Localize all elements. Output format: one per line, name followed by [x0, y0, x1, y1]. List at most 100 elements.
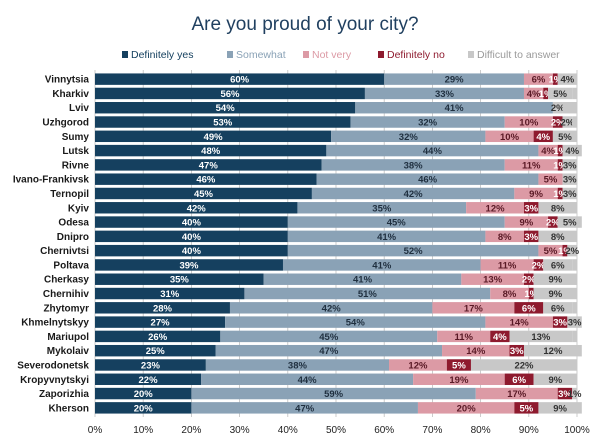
data-label: 3%: [524, 203, 538, 214]
category-label-severodonetsk: Severodonetsk: [17, 360, 89, 371]
bar-chernivtsi-somewhat: [287, 244, 539, 257]
category-label-kharkiv: Kharkiv: [52, 89, 89, 100]
legend-swatch-definitely-yes: [122, 51, 128, 58]
bar-mykolaiv-definitely-no: [509, 344, 524, 357]
data-label: 44%: [423, 146, 443, 157]
category-label-kherson: Kherson: [48, 403, 89, 414]
bar-vinnytsia-definitely-no: [552, 73, 558, 85]
bar-mariupol-definitely-no: [490, 330, 510, 343]
bar-zaporizhia-definitely-no: [557, 387, 573, 400]
data-label: 41%: [377, 232, 397, 243]
data-label: 49%: [204, 132, 224, 143]
legend-label-definitely-no: Definitely no: [387, 49, 445, 61]
bar-kyiv-not-very: [466, 202, 524, 214]
category-label-chernihiv: Chernihiv: [43, 289, 90, 300]
bar-mykolaiv-somewhat: [215, 344, 443, 357]
data-label: 5%: [563, 218, 577, 229]
data-label: 5%: [544, 175, 558, 186]
data-label: 14%: [510, 318, 530, 329]
data-label: 5%: [452, 360, 466, 371]
bar-sumy-difficult-to-answer: [552, 130, 577, 143]
bar-poltava-somewhat: [282, 259, 481, 271]
data-label: 44%: [298, 375, 318, 386]
bar-kyiv-somewhat: [297, 202, 467, 214]
bar-vinnytsia-difficult-to-answer: [557, 73, 577, 85]
bar-cherkasy-difficult-to-answer: [533, 273, 577, 285]
bar-ternopil-difficult-to-answer: [562, 187, 577, 200]
bar-mykolaiv-not-very: [442, 344, 510, 357]
data-label: 9%: [553, 403, 567, 414]
bar-sumy-definitely-yes: [95, 130, 332, 143]
category-label-dnipro: Dnipro: [57, 232, 89, 243]
bar-ivano-frankivsk-difficult-to-answer: [562, 173, 577, 185]
bar-zhytomyr-definitely-yes: [95, 302, 230, 314]
data-label: 9%: [520, 218, 534, 229]
bar-kropyvnytskyi-somewhat: [201, 373, 414, 385]
bar-odesa-difficult-to-answer: [557, 216, 582, 228]
bar-vinnytsia-definitely-yes: [95, 73, 385, 85]
data-label: 1%: [558, 246, 572, 257]
data-label: 47%: [319, 346, 339, 357]
bar-dnipro-somewhat: [287, 230, 486, 243]
legend-label-not-very: Not very: [312, 49, 352, 61]
data-label: 46%: [196, 175, 216, 186]
bar-chernihiv-difficult-to-answer: [533, 287, 577, 300]
data-label: 14%: [466, 346, 486, 357]
data-label: 6%: [512, 375, 526, 386]
data-label: 35%: [372, 203, 392, 214]
category-label-zhytomyr: Zhytomyr: [43, 303, 89, 314]
data-label: 39%: [179, 260, 199, 271]
data-label: 40%: [182, 218, 202, 229]
bar-mariupol-not-very: [437, 330, 491, 343]
bar-remainder: [562, 102, 577, 114]
data-label: 9%: [548, 375, 562, 386]
bar-kyiv-difficult-to-answer: [538, 202, 577, 214]
category-label-odesa: Odesa: [58, 218, 89, 229]
bar-kropyvnytskyi-definitely-no: [504, 373, 534, 385]
bar-vinnytsia-somewhat: [384, 73, 524, 85]
x-tick-label: 0%: [88, 425, 103, 436]
data-label: 3%: [563, 175, 577, 186]
data-label: 1%: [553, 160, 567, 171]
data-label: 12%: [486, 203, 506, 214]
bar-khmelnytskyy-difficult-to-answer: [567, 316, 582, 328]
bar-remainder: [572, 302, 577, 314]
bar-mariupol-difficult-to-answer: [509, 330, 573, 343]
data-label: 35%: [170, 275, 190, 286]
data-label: 59%: [324, 389, 344, 400]
bar-ternopil-definitely-no: [557, 187, 563, 200]
x-tick-label: 70%: [422, 425, 442, 436]
data-label: 3%: [510, 346, 524, 357]
data-label: 6%: [522, 303, 536, 314]
bar-severodonetsk-somewhat: [205, 359, 390, 371]
chart-title: Are you proud of your city?: [191, 14, 418, 35]
bar-cherkasy-somewhat: [263, 273, 462, 285]
data-label: 5%: [553, 89, 567, 100]
data-label: 3%: [563, 160, 577, 171]
data-label: 20%: [457, 403, 477, 414]
bar-uzhgorod-definitely-yes: [95, 116, 351, 128]
bar-mariupol-definitely-yes: [95, 330, 221, 343]
bar-ivano-frankivsk-definitely-yes: [95, 173, 317, 185]
x-tick-label: 60%: [374, 425, 394, 436]
bar-kropyvnytskyi-not-very: [413, 373, 505, 385]
data-label: 2%: [532, 260, 546, 271]
category-label-zaporizhia: Zaporizhia: [39, 389, 89, 400]
bar-zaporizhia-definitely-yes: [95, 387, 192, 400]
category-label-lviv: Lviv: [69, 103, 89, 114]
bar-sumy-not-very: [485, 130, 534, 143]
data-label: 56%: [220, 89, 240, 100]
data-label: 41%: [372, 260, 392, 271]
data-label: 19%: [449, 375, 469, 386]
data-label: 11%: [522, 160, 541, 171]
bar-remainder: [572, 330, 577, 343]
data-label: 41%: [445, 103, 465, 114]
legend-label-definitely-yes: Definitely yes: [131, 49, 193, 61]
data-label: 42%: [187, 203, 207, 214]
bar-ternopil-definitely-yes: [95, 187, 312, 200]
bar-kyiv-definitely-no: [523, 202, 539, 214]
data-label: 47%: [295, 403, 315, 414]
bar-khmelnytskyy-somewhat: [225, 316, 486, 328]
bar-zhytomyr-not-very: [432, 302, 515, 314]
